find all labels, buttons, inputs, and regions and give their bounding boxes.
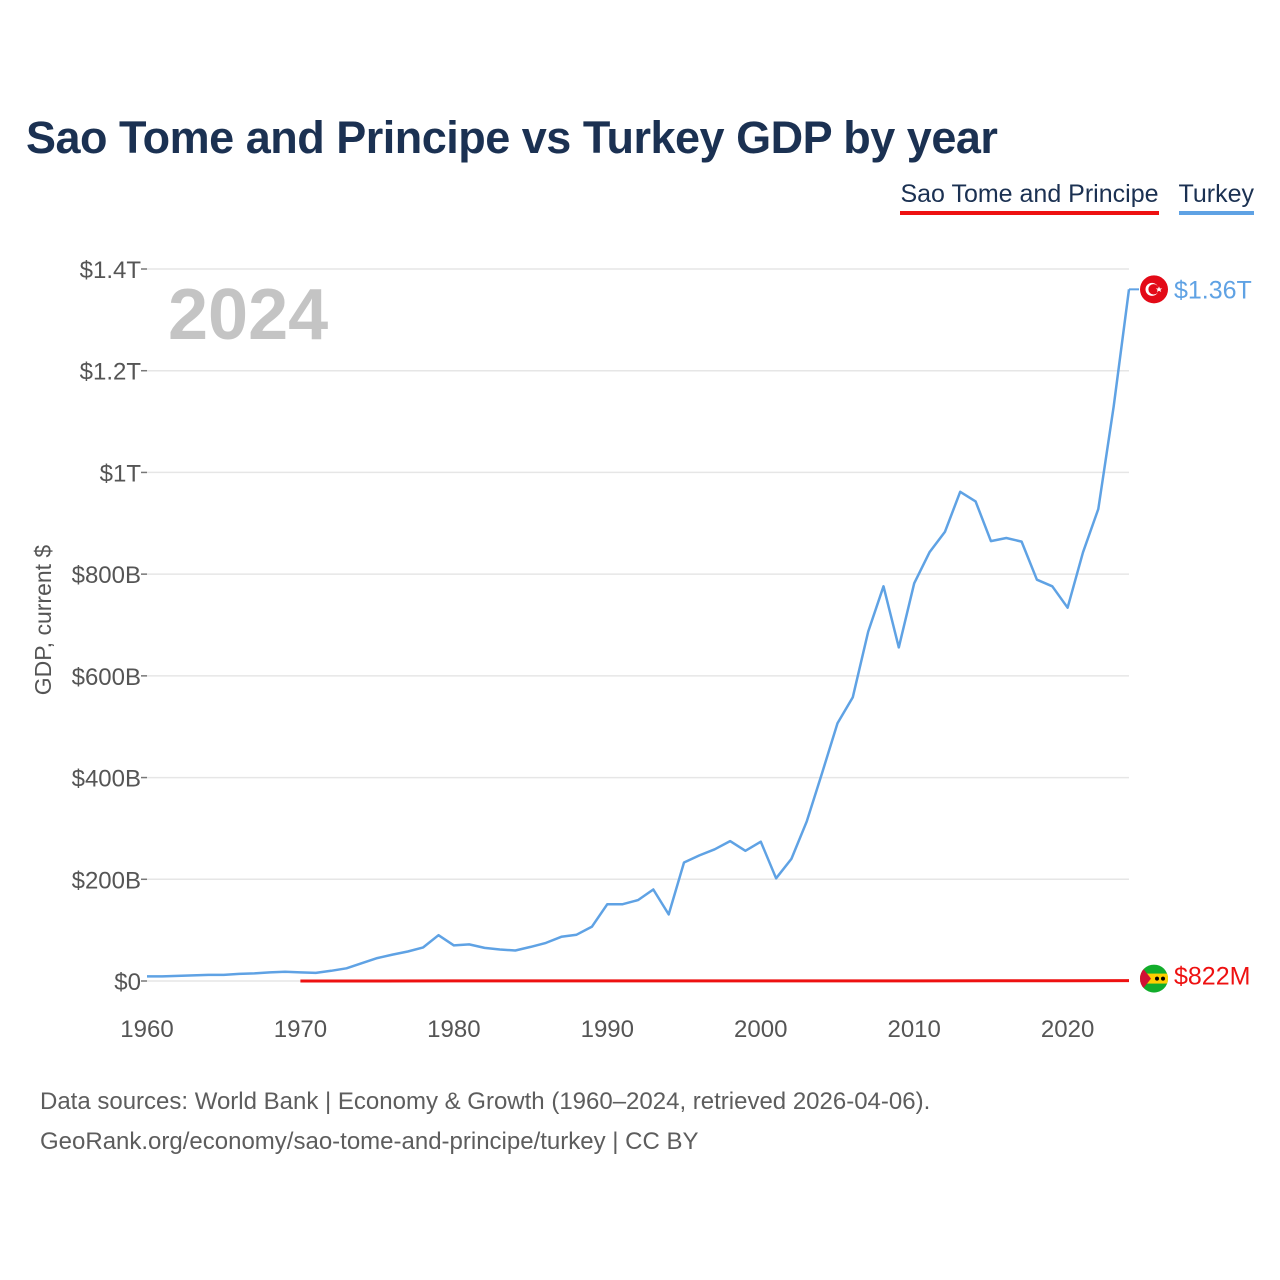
legend: Sao Tome and Principe Turkey (900, 180, 1254, 215)
x-tick-label: 2020 (1041, 1016, 1094, 1043)
x-tick-label: 1970 (274, 1016, 327, 1043)
series-line-turkey (147, 289, 1131, 978)
footer-sources: Data sources: World Bank | Economy & Gro… (40, 1088, 931, 1115)
turkey-flag-icon (1140, 275, 1168, 304)
y-tick-label: $600B (72, 664, 141, 691)
x-tick-label: 1960 (120, 1016, 173, 1043)
sao-tome-flag-icon (1140, 964, 1168, 993)
x-tick-label: 1980 (427, 1016, 480, 1043)
gridlines (147, 268, 1129, 982)
turkey-end-marker: $1.36T (1129, 275, 1252, 304)
series-lines (147, 289, 1131, 983)
y-axis-ticks: $0 $200B $400B $600B $800B $1T $1.2T $1.4T (72, 257, 147, 996)
y-tick-label: $200B (72, 867, 141, 894)
y-axis-title: GDP, current $ (30, 545, 56, 696)
sao-tome-end-value: $822M (1174, 963, 1250, 991)
footer-attribution: GeoRank.org/economy/sao-tome-and-princip… (40, 1128, 699, 1155)
legend-item-turkey[interactable]: Turkey (1178, 180, 1254, 215)
turkey-end-value: $1.36T (1174, 276, 1252, 304)
chart-title: Sao Tome and Principe vs Turkey GDP by y… (26, 112, 998, 163)
y-tick-label: $0 (114, 969, 141, 996)
x-tick-label: 2000 (734, 1016, 787, 1043)
year-watermark: 2024 (168, 275, 328, 355)
y-tick-label: $1T (100, 460, 142, 487)
footer: Data sources: World Bank | Economy & Gro… (40, 1082, 930, 1162)
x-axis-ticks: 1960 1970 1980 1990 2000 2010 2020 (120, 1016, 1094, 1043)
x-tick-label: 2010 (887, 1016, 940, 1043)
sao-tome-end-marker: $822M (1140, 963, 1250, 993)
gdp-line-chart: 2024 $0 $200B $400B $600B $800B $1T $1.2T $1.4T… (30, 257, 1252, 1043)
y-tick-label: $400B (72, 766, 141, 793)
legend-item-sao-tome[interactable]: Sao Tome and Principe (900, 180, 1159, 215)
y-tick-label: $1.4T (80, 257, 142, 284)
x-tick-label: 1990 (581, 1016, 634, 1043)
y-tick-label: $800B (72, 562, 141, 589)
y-tick-label: $1.2T (80, 359, 142, 386)
